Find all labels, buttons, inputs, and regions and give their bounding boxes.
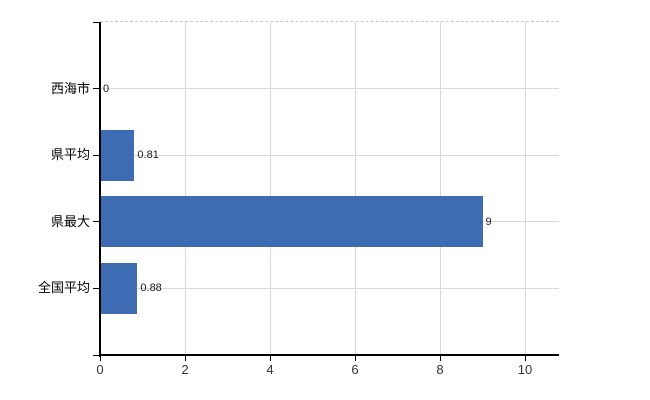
category-label: 全国平均 <box>37 280 90 296</box>
gridline-vertical <box>439 22 441 355</box>
gridline-horizontal <box>100 88 559 90</box>
y-axis-tick <box>93 287 100 289</box>
x-axis-tick-label: 6 <box>351 362 359 377</box>
y-axis-tick <box>93 88 100 90</box>
x-axis-tick-label: 2 <box>181 362 189 377</box>
bar-value-label: 0 <box>103 82 110 95</box>
category-label: 県最大 <box>50 213 90 229</box>
x-axis-tick <box>439 355 441 361</box>
bar-value-label: 9 <box>485 215 492 228</box>
bar <box>100 196 483 248</box>
plot-top-border <box>100 21 559 22</box>
bar <box>100 262 138 314</box>
gridline-horizontal <box>100 287 559 289</box>
y-axis-line <box>99 22 101 357</box>
x-axis-tick <box>524 355 526 361</box>
x-axis-line <box>100 354 559 356</box>
x-axis-tick <box>99 355 101 361</box>
bar-value-label: 0.81 <box>137 149 159 162</box>
x-axis-tick <box>354 355 356 361</box>
bar-value-label: 0.88 <box>140 282 162 295</box>
gridline-vertical <box>354 22 356 355</box>
x-axis-tick-label: 10 <box>517 362 533 377</box>
x-axis-tick <box>269 355 271 361</box>
gridline-vertical <box>269 22 271 355</box>
y-axis-tick <box>93 21 100 23</box>
category-label: 県平均 <box>50 147 90 163</box>
gridline-horizontal <box>100 154 559 156</box>
category-label: 西海市 <box>50 80 90 96</box>
y-axis-tick <box>93 221 100 223</box>
y-axis-tick <box>93 154 100 156</box>
gridline-vertical <box>524 22 526 355</box>
x-axis-tick-label: 0 <box>96 362 104 377</box>
x-axis-tick-label: 8 <box>436 362 444 377</box>
x-axis-tick <box>184 355 186 361</box>
bar <box>100 129 135 181</box>
y-axis-tick <box>93 354 100 356</box>
gridline-vertical <box>184 22 186 355</box>
x-axis-tick-label: 4 <box>266 362 274 377</box>
